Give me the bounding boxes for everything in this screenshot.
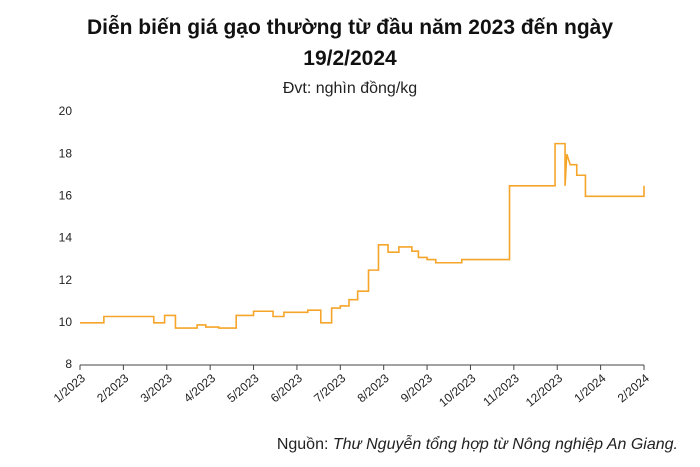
source-text: Thư Nguyễn tổng hợp từ Nông nghiệp An Gi… [332,436,678,453]
x-tick-label: 12/2023 [523,371,565,410]
x-tick-label: 7/2023 [311,371,348,406]
x-tick-label: 1/2024 [571,371,608,406]
source-label: Nguồn: [276,436,329,453]
source: Nguồn: Thư Nguyễn tổng hợp từ Nông nghiệ… [277,436,678,454]
x-tick-label: 5/2023 [224,371,261,406]
x-tick-label: 3/2023 [138,371,175,406]
chart-subtitle: Đvt: nghìn đồng/kg [282,80,418,97]
x-tick-label: 1/2023 [51,371,88,406]
y-tick-label: 16 [59,189,73,203]
x-tick-label: 2/2023 [94,371,131,406]
x-tick-label: 2/2024 [615,371,652,406]
x-tick-label: 6/2023 [268,371,305,406]
y-tick-label: 10 [59,315,73,329]
y-tick-label: 18 [59,146,73,160]
y-tick-label: 12 [59,273,73,287]
line [80,142,645,329]
chart: 8 10 12 14 16 18 20 1/2023 2/2023 3/2023 4/2023 5/2… [51,104,652,410]
chart-title: Diễn biến giá gạo thường từ đầu năm 2023… [86,16,614,70]
x-tick-label: 9/2023 [398,371,435,406]
x-tick-label: 10/2023 [436,371,478,410]
y-tick-label: 14 [59,231,73,245]
y-tick-label: 20 [59,104,73,118]
x-tick-label: 8/2023 [355,371,392,406]
x-tick-label: 4/2023 [181,371,218,406]
y-tick-label: 8 [65,357,72,371]
x-tick-label: 11/2023 [480,371,522,409]
